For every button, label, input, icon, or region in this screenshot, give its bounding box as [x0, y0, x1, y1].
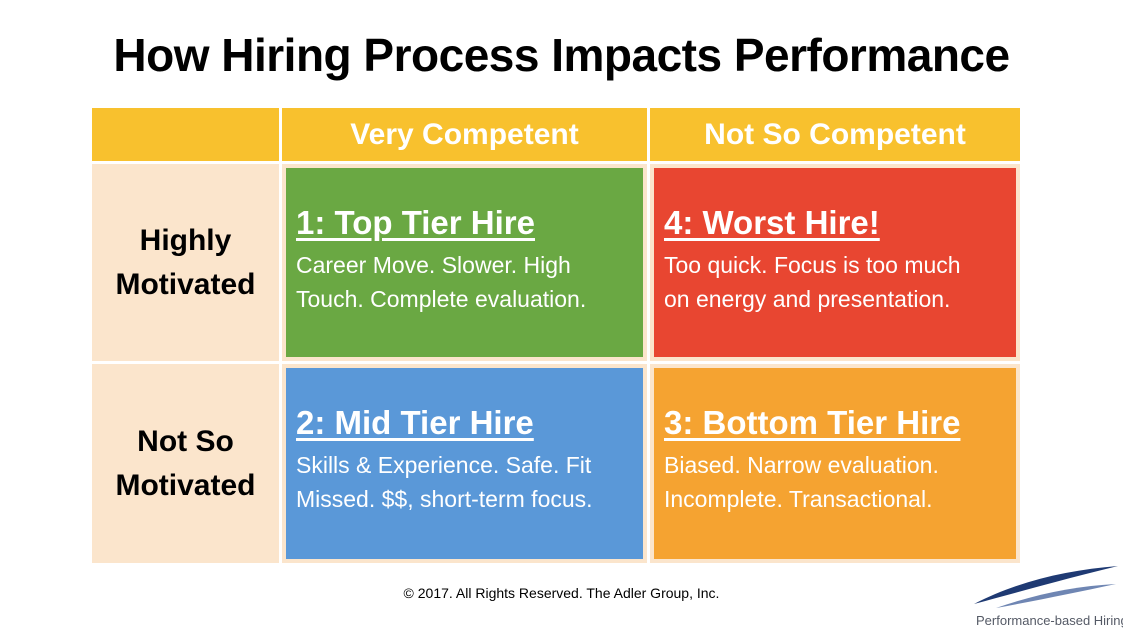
row-label-highly-motivated: Highly Motivated [92, 164, 282, 364]
quadrant-title: 1: Top Tier Hire [296, 204, 535, 241]
column-header-very-competent: Very Competent [282, 108, 650, 164]
quadrant-cell: 1: Top Tier Hire Career Move. Slower. Hi… [282, 164, 650, 364]
copyright-footer: © 2017. All Rights Reserved. The Adler G… [403, 585, 720, 601]
row-label-line: Highly [139, 224, 232, 257]
row-label-line: Motivated [115, 468, 256, 502]
quadrant-text-line: Too quick. Focus is too much [664, 252, 961, 278]
quadrant-title: 4: Worst Hire! [664, 204, 880, 241]
quadrant-text-line: on energy and presentation. [664, 286, 951, 312]
row-label-not-so-motivated: Not So Motivated [92, 364, 282, 566]
quadrant-description: Too quick. Focus is too much on energy a… [664, 248, 1006, 316]
quadrant-title: 3: Bottom Tier Hire [664, 404, 961, 441]
logo-text: Performance-based Hiring [976, 613, 1123, 628]
page-title: How Hiring Process Impacts Performance [113, 29, 1010, 81]
quadrant-text-line: Incomplete. Transactional. [664, 486, 933, 512]
quadrant-cell: 2: Mid Tier Hire Skills & Experience. Sa… [282, 364, 650, 566]
quadrant-text-line: Missed. $$, short-term focus. [296, 486, 593, 512]
quadrant-text-line: Biased. Narrow evaluation. [664, 452, 939, 478]
quadrant-cell: 4: Worst Hire! Too quick. Focus is too m… [650, 164, 1020, 364]
quadrant-worst-hire: 4: Worst Hire! Too quick. Focus is too m… [654, 168, 1016, 357]
performance-based-hiring-logo: Performance-based Hiring [966, 562, 1123, 632]
quadrant-text-line: Career Move. Slower. High [296, 252, 571, 278]
header-corner [92, 108, 282, 164]
quadrant-description: Biased. Narrow evaluation. Incomplete. T… [664, 448, 1006, 516]
quadrant-top-tier-hire: 1: Top Tier Hire Career Move. Slower. Hi… [286, 168, 643, 357]
quadrant-description: Career Move. Slower. High Touch. Complet… [296, 248, 633, 316]
quadrant-cell: 3: Bottom Tier Hire Biased. Narrow evalu… [650, 364, 1020, 566]
column-header-not-so-competent: Not So Competent [650, 108, 1020, 164]
quadrant-text-line: Touch. Complete evaluation. [296, 286, 587, 312]
quadrant-mid-tier-hire: 2: Mid Tier Hire Skills & Experience. Sa… [286, 368, 643, 559]
hiring-matrix: Very Competent Not So Competent Highly M… [92, 108, 1020, 566]
quadrant-bottom-tier-hire: 3: Bottom Tier Hire Biased. Narrow evalu… [654, 368, 1016, 559]
row-label-line: Motivated [115, 267, 256, 301]
quadrant-text-line: Skills & Experience. Safe. Fit [296, 452, 592, 478]
row-label-line: Not So [137, 425, 234, 458]
quadrant-description: Skills & Experience. Safe. Fit Missed. $… [296, 448, 633, 516]
quadrant-title: 2: Mid Tier Hire [296, 404, 534, 441]
swoosh-logo-icon [974, 566, 1118, 608]
